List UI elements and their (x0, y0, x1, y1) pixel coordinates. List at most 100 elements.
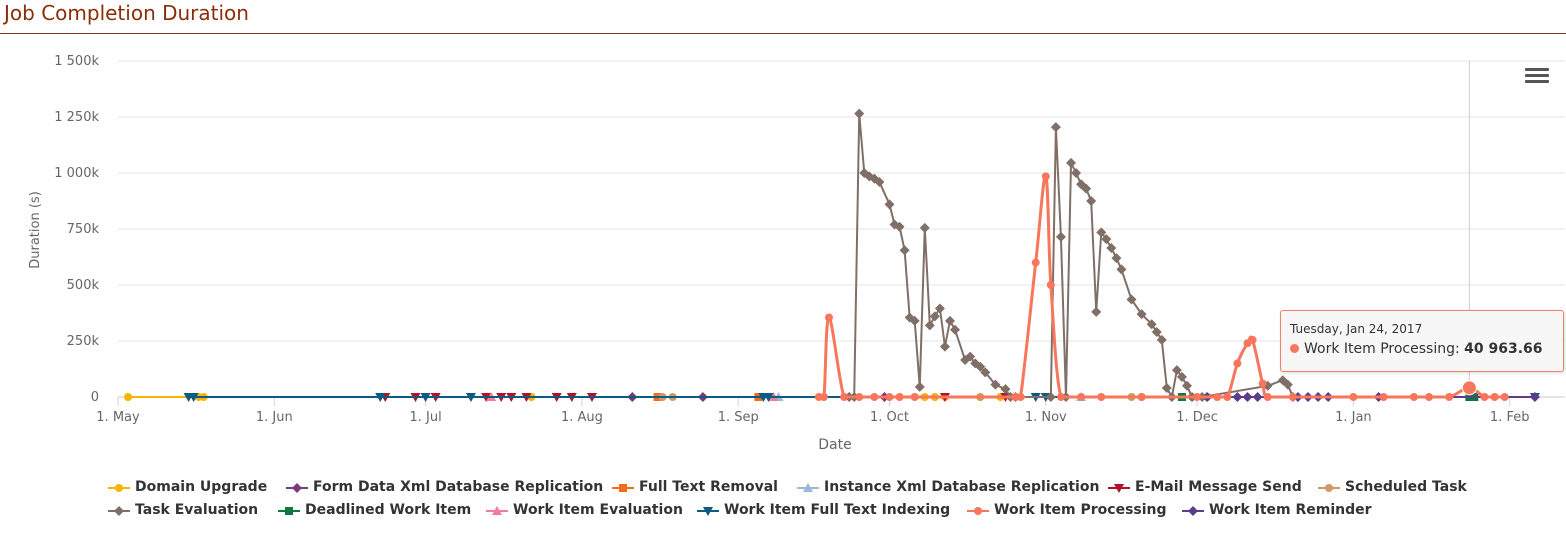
data-point (874, 176, 885, 187)
chart-menu-button[interactable] (1525, 68, 1549, 86)
series-task-evaluation (844, 108, 1298, 402)
x-tick-label: 1. May (96, 410, 140, 425)
data-point (939, 341, 950, 352)
data-point (980, 367, 991, 378)
x-tick-label: 1. Feb (1490, 410, 1530, 425)
legend-marker (803, 483, 813, 492)
data-point (1111, 253, 1122, 264)
data-point (763, 393, 774, 402)
y-tick-label: 1 250k (54, 110, 99, 125)
data-point (1490, 393, 1499, 401)
data-point (929, 311, 940, 322)
legend-symbol-icon (486, 506, 508, 515)
data-point (894, 221, 905, 232)
data-point (1500, 393, 1509, 401)
data-point (1077, 393, 1086, 401)
data-point (1000, 384, 1011, 395)
data-point (944, 315, 955, 326)
data-point (1248, 335, 1257, 344)
data-point (1016, 393, 1025, 401)
legend-label: Work Item Processing (994, 502, 1167, 518)
legend-marker (1188, 506, 1198, 516)
legend-label: Deadlined Work Item (305, 502, 472, 518)
legend-symbol-icon (1182, 506, 1204, 516)
data-point (854, 108, 865, 119)
legend-label: Domain Upgrade (135, 479, 268, 495)
legend-marker (1114, 484, 1124, 493)
x-tick-label: 1. Nov (1025, 410, 1067, 425)
data-point (1252, 392, 1263, 402)
y-axis-title: Duration (s) (28, 191, 43, 269)
y-tick-label: 0 (91, 390, 99, 405)
data-point (1233, 359, 1242, 368)
data-point (1126, 294, 1137, 305)
data-point (990, 379, 1001, 390)
x-tick-label: 1. Dec (1176, 410, 1218, 425)
legend-label: Scheduled Task (1345, 479, 1467, 495)
data-point (1263, 393, 1272, 401)
y-tick-label: 750k (67, 222, 100, 237)
data-point (819, 393, 828, 401)
data-point (1425, 393, 1434, 401)
data-point (1409, 393, 1418, 401)
data-point (1096, 227, 1107, 238)
data-point (1055, 231, 1066, 242)
y-tick-label: 1 000k (54, 166, 99, 181)
hovered-point (1461, 380, 1477, 396)
data-point (1258, 379, 1267, 388)
legend-label: Work Item Full Text Indexing (724, 502, 951, 518)
legend-marker (114, 506, 124, 516)
legend-symbol-icon (108, 506, 130, 516)
data-point (1176, 371, 1187, 382)
data-point (1242, 392, 1253, 402)
data-point (1193, 393, 1202, 401)
legend-label: E-Mail Message Send (1135, 479, 1302, 495)
data-point (1213, 393, 1222, 401)
data-point (1445, 393, 1454, 401)
data-point (1106, 243, 1117, 254)
data-point (1349, 393, 1358, 401)
legend-marker (619, 484, 627, 492)
data-point (124, 393, 133, 401)
y-tick-label: 500k (67, 278, 100, 293)
legend-symbol-icon (797, 483, 819, 492)
data-point (1097, 393, 1106, 401)
x-tick-label: 1. Jul (409, 410, 441, 425)
data-point (1223, 393, 1232, 401)
data-point (188, 393, 199, 402)
legend-marker (285, 507, 293, 515)
data-point (950, 324, 961, 335)
x-tick-label: 1. Sep (718, 410, 759, 425)
data-point (1101, 234, 1112, 245)
data-point (1181, 380, 1192, 391)
legend-label: Instance Xml Database Replication (824, 479, 1100, 495)
x-tick-label: 1. Jun (256, 410, 293, 425)
data-point (1151, 327, 1162, 338)
data-point (914, 381, 925, 392)
legend-symbol-icon (108, 484, 130, 492)
legend-symbol-icon (1318, 484, 1340, 492)
legend-label: Full Text Removal (639, 479, 778, 495)
y-tick-label: 1 500k (54, 54, 99, 69)
data-point (919, 222, 930, 233)
data-point (1091, 306, 1102, 317)
data-point (420, 393, 431, 402)
data-point (1046, 281, 1055, 289)
data-point (1379, 393, 1388, 401)
data-point (934, 303, 945, 314)
x-axis: 1. May 1. Jun 1. Jul 1. Aug 1. Sep 1. Oct 1. N… (96, 397, 1529, 425)
data-point (909, 315, 920, 326)
legend-symbol-icon (278, 507, 300, 515)
data-point (884, 199, 895, 210)
data-point (824, 313, 833, 322)
series-line (849, 113, 1294, 400)
data-point (1529, 392, 1540, 402)
data-point (885, 393, 894, 401)
x-tick-label: 1. Oct (870, 410, 909, 425)
data-point (1071, 168, 1082, 178)
data-point (465, 393, 476, 402)
data-point (375, 393, 386, 402)
series-work-item-processing (814, 172, 1509, 401)
data-point (1232, 392, 1243, 402)
